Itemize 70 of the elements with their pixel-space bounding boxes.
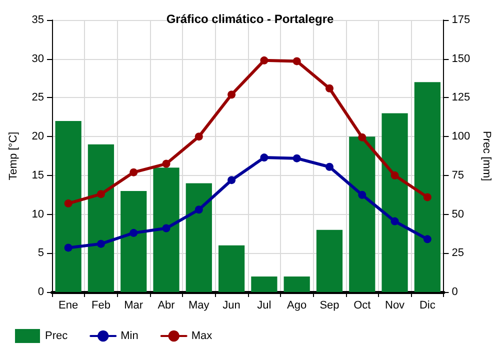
point — [390, 217, 399, 226]
y2-tick-label: 150 — [452, 52, 470, 65]
bar — [153, 168, 180, 292]
x-tick-label: Ago — [287, 300, 307, 312]
point — [260, 56, 268, 64]
point — [325, 84, 334, 92]
point — [96, 190, 105, 198]
y2-axis-title: Prec [mm] — [480, 130, 492, 182]
y-tick-label: 15 — [32, 169, 44, 182]
chart-title: Gráfico climático - Portalegre — [166, 12, 334, 26]
y2-tick-label: 50 — [452, 208, 464, 220]
y-tick-label: 0 — [38, 286, 44, 298]
point — [228, 90, 236, 99]
bar — [382, 113, 408, 292]
bar — [251, 276, 278, 292]
y2-tick-label: 125 — [452, 92, 470, 104]
point — [162, 160, 170, 168]
point — [130, 228, 138, 237]
point — [194, 206, 203, 214]
x-tick-label: Nov — [384, 300, 406, 312]
bar — [316, 230, 343, 292]
x-tick-label: Sep — [320, 300, 340, 312]
y-tick-label: 30 — [32, 52, 44, 65]
point — [390, 171, 399, 180]
y-tick-label: 25 — [32, 92, 44, 104]
legend-label: Max — [191, 330, 213, 342]
point — [64, 199, 72, 208]
point — [194, 132, 203, 141]
bar — [88, 144, 114, 292]
x-tick-label: Dic — [419, 300, 436, 312]
y-tick-label: 10 — [32, 208, 44, 220]
point — [130, 168, 138, 176]
point — [292, 57, 301, 66]
point — [162, 224, 170, 232]
bar — [120, 190, 147, 292]
y2-tick-label: 100 — [452, 130, 470, 143]
x-tick-label: Mar — [124, 300, 144, 312]
point — [358, 133, 366, 142]
bar — [55, 121, 82, 292]
point — [423, 235, 432, 244]
y-tick-label: 5 — [38, 247, 44, 260]
point — [292, 154, 301, 162]
x-tick-label: May — [188, 300, 210, 312]
y-tick-label: 35 — [32, 14, 44, 26]
point — [228, 176, 236, 184]
point — [260, 154, 268, 162]
bar — [186, 183, 212, 292]
legend-label: Min — [120, 330, 138, 342]
x-tick-label: Feb — [91, 300, 110, 312]
x-tick-label: Oct — [354, 300, 371, 312]
y2-tick-label: 0 — [452, 286, 458, 298]
point — [96, 240, 105, 248]
x-tick-label: Jul — [257, 300, 272, 312]
bar — [218, 245, 245, 292]
y2-tick-label: 75 — [452, 169, 464, 182]
legend-label: Prec — [45, 330, 68, 342]
y-tick-label: 20 — [32, 130, 44, 143]
bar — [414, 82, 440, 292]
bar — [284, 276, 310, 292]
point — [423, 193, 432, 202]
point — [358, 190, 366, 199]
point — [64, 244, 72, 252]
x-tick-label: Abr — [158, 300, 176, 312]
bar — [349, 136, 376, 292]
y-axis-title: Temp [°C] — [8, 132, 20, 180]
y2-tick-label: 175 — [452, 14, 470, 26]
point — [325, 162, 334, 171]
y2-tick-label: 25 — [452, 247, 464, 260]
x-tick-label: Jun — [222, 300, 240, 312]
x-tick-label: Ene — [58, 300, 78, 312]
